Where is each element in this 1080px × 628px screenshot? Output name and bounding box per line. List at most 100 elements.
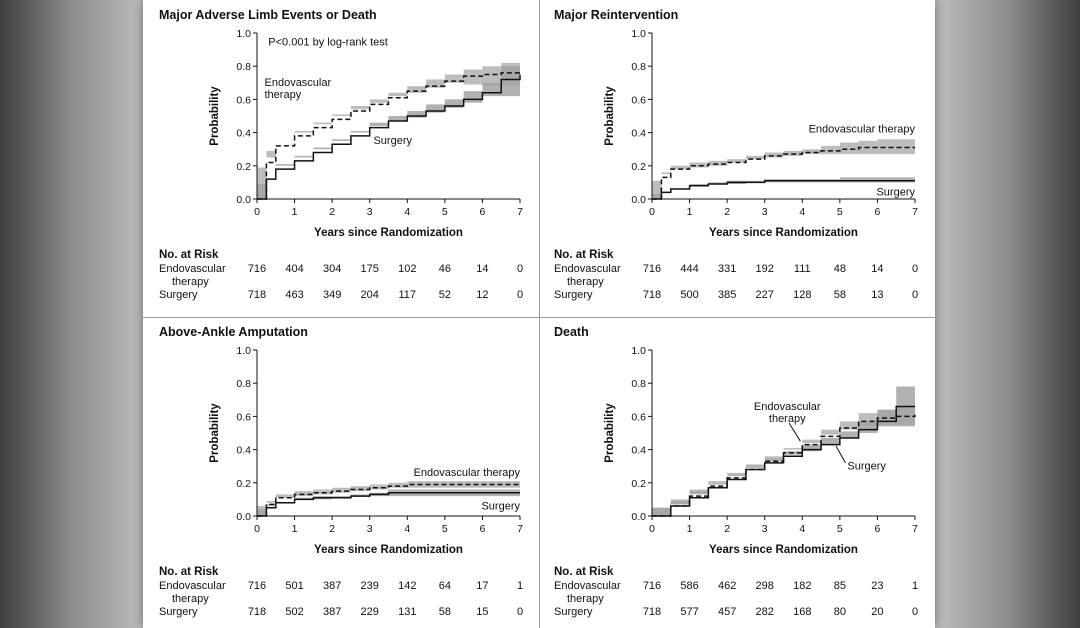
risk-value: 12 [476, 289, 488, 301]
risk-value: 0 [912, 263, 918, 275]
risk-row-label: Endovascular [159, 263, 226, 275]
risk-value: 502 [285, 606, 303, 618]
chart-title: Above-Ankle Amputation [159, 325, 308, 339]
series-line-surgery [257, 492, 520, 517]
x-tick-label: 3 [762, 523, 768, 535]
risk-row-label-cont: therapy [567, 593, 604, 605]
risk-value: 80 [834, 606, 846, 618]
risk-row-label: Endovascular [554, 580, 621, 592]
x-axis-label: Years since Randomization [709, 544, 858, 556]
risk-value: 0 [517, 263, 523, 275]
risk-value: 204 [361, 289, 379, 301]
risk-value: 111 [794, 263, 811, 275]
y-tick-label: 0.0 [631, 511, 646, 523]
risk-value: 229 [361, 606, 379, 618]
series-label-endovascular: Endovascular therapy [809, 124, 916, 136]
x-tick-label: 2 [329, 523, 335, 535]
y-tick-label: 0.6 [631, 94, 646, 106]
y-tick-label: 0.2 [236, 161, 251, 173]
figure-panel: Major Adverse Limb Events or Death Probab… [143, 0, 935, 628]
risk-value: 58 [439, 606, 451, 618]
risk-value: 48 [834, 263, 846, 275]
risk-value: 718 [248, 289, 266, 301]
chart-panel-1: Major Adverse Limb Events or Death Probab… [159, 8, 523, 301]
risk-row-label: Surgery [159, 289, 198, 301]
series-line-endovascular [257, 71, 521, 200]
km-charts: Major Adverse Limb Events or Death Probab… [159, 8, 918, 618]
y-tick-label: 0.0 [631, 194, 646, 206]
series-label-surgery: Surgery [876, 187, 915, 199]
series-label-surgery: Surgery [847, 461, 886, 473]
x-tick-label: 6 [480, 523, 486, 535]
risk-value: 577 [680, 606, 698, 618]
y-tick-label: 0.2 [236, 478, 251, 490]
risk-table-heading: No. at Risk [554, 249, 614, 261]
x-tick-label: 0 [649, 206, 655, 218]
x-tick-label: 0 [254, 206, 260, 218]
series-line-endovascular [652, 414, 916, 517]
x-axis-label: Years since Randomization [314, 544, 463, 556]
series-line-endovascular [257, 483, 520, 517]
risk-value: 387 [323, 606, 341, 618]
risk-value: 85 [834, 580, 846, 592]
risk-value: 385 [718, 289, 736, 301]
risk-value: 718 [643, 606, 661, 618]
x-tick-label: 5 [837, 206, 843, 218]
y-axis-label: Probability [209, 403, 221, 463]
x-tick-label: 6 [875, 523, 881, 535]
x-tick-label: 4 [799, 206, 805, 218]
annotation-p-value: P<0.001 by log-rank test [268, 36, 388, 48]
risk-value: 14 [476, 263, 488, 275]
risk-value: 168 [793, 606, 811, 618]
risk-value: 462 [718, 580, 736, 592]
risk-value: 131 [398, 606, 416, 618]
risk-value: 716 [643, 580, 661, 592]
risk-table-heading: No. at Risk [159, 249, 219, 261]
risk-value: 716 [643, 263, 661, 275]
y-tick-label: 0.4 [236, 128, 251, 140]
risk-table-heading: No. at Risk [159, 566, 219, 578]
x-tick-label: 4 [404, 523, 410, 535]
y-tick-label: 0.2 [631, 161, 646, 173]
risk-table-heading: No. at Risk [554, 566, 614, 578]
risk-value: 387 [323, 580, 341, 592]
risk-value: 0 [517, 606, 523, 618]
y-axis-label: Probability [604, 403, 616, 463]
x-tick-label: 3 [762, 206, 768, 218]
risk-value: 182 [793, 580, 811, 592]
y-tick-label: 0.4 [631, 128, 646, 140]
x-axis-label: Years since Randomization [709, 227, 858, 239]
risk-value: 457 [718, 606, 736, 618]
y-tick-label: 0.6 [631, 411, 646, 423]
x-tick-label: 2 [724, 523, 730, 535]
risk-value: 142 [398, 580, 416, 592]
x-tick-label: 1 [687, 523, 693, 535]
y-axis-label: Probability [604, 86, 616, 146]
risk-value: 349 [323, 289, 341, 301]
series-label-surgery: Surgery [373, 135, 412, 147]
risk-value: 17 [476, 580, 488, 592]
risk-value: 500 [680, 289, 698, 301]
risk-value: 15 [476, 606, 488, 618]
ci-band-endovascular [257, 481, 520, 516]
y-tick-label: 0.8 [236, 378, 251, 390]
chart-title: Major Adverse Limb Events or Death [159, 8, 377, 22]
y-tick-label: 0.0 [236, 194, 251, 206]
risk-value: 282 [756, 606, 774, 618]
risk-value: 331 [718, 263, 736, 275]
risk-value: 718 [248, 606, 266, 618]
x-tick-label: 3 [367, 206, 373, 218]
risk-value: 304 [323, 263, 341, 275]
ci-band-endovascular [652, 139, 915, 199]
x-tick-label: 7 [912, 206, 918, 218]
series-label-endovascular: Endovascular therapy [414, 467, 521, 479]
risk-value: 718 [643, 289, 661, 301]
risk-row-label: Endovascular [554, 263, 621, 275]
ci-band-endovascular [257, 62, 520, 199]
series-line-endovascular [652, 146, 915, 200]
risk-value: 0 [517, 289, 523, 301]
risk-value: 23 [871, 580, 883, 592]
risk-row-label-cont: therapy [567, 276, 604, 288]
x-tick-label: 3 [367, 523, 373, 535]
